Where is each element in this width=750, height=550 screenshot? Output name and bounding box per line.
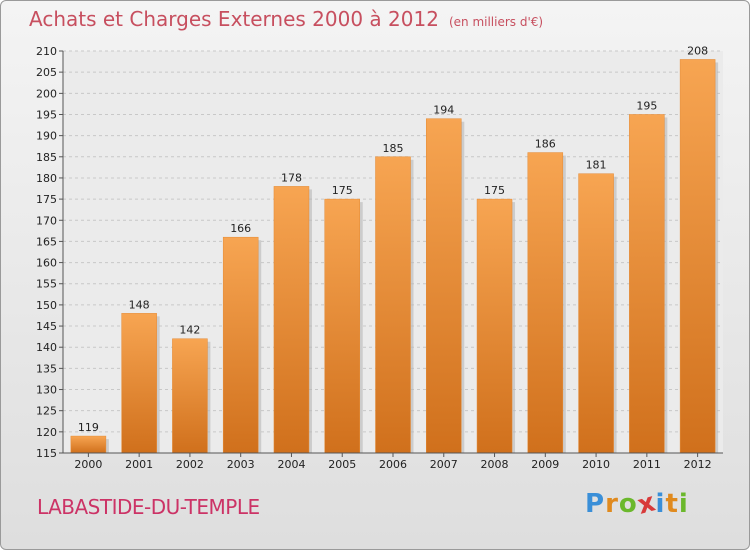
x-axis: 2000 2001 2002 2003 2004 2005 2006 2007 2008 2009… bbox=[63, 452, 723, 471]
bar bbox=[629, 114, 665, 454]
bar bbox=[273, 186, 310, 454]
x-tick-label: 2002 bbox=[176, 458, 204, 471]
bar-value-label: 185 bbox=[383, 142, 404, 155]
bar-value-label: 178 bbox=[281, 171, 302, 184]
y-tick-label: 190 bbox=[36, 130, 57, 143]
bar-value-label: 119 bbox=[78, 421, 99, 434]
x-tick-label: 2012 bbox=[684, 458, 712, 471]
bar-value-label: 181 bbox=[586, 159, 607, 172]
chart-title: Achats et Charges Externes 2000 à 2012 (e… bbox=[29, 7, 543, 31]
y-tick-label: 185 bbox=[36, 151, 57, 164]
x-tick-label: 2006 bbox=[379, 458, 407, 471]
bar-value-label: 148 bbox=[129, 298, 150, 311]
bar bbox=[121, 313, 157, 454]
bar-value-label: 208 bbox=[687, 44, 708, 57]
logo-letter: P bbox=[585, 489, 606, 519]
y-axis: 115 120 125 130 135 140 145 150 155 160 165 170 175 1… bbox=[36, 45, 64, 460]
y-tick-label: 170 bbox=[36, 214, 57, 227]
bar bbox=[222, 236, 259, 454]
y-tick-label: 160 bbox=[36, 257, 57, 270]
y-tick-label: 150 bbox=[36, 299, 57, 312]
bars: 119 148 142 166 178 175 185 194 175 186 181 195 208 bbox=[70, 44, 719, 454]
x-tick-label: 2004 bbox=[277, 458, 305, 471]
x-tick-label: 2011 bbox=[633, 458, 661, 471]
bar bbox=[172, 338, 208, 454]
x-tick-label: 2005 bbox=[328, 458, 356, 471]
bar bbox=[70, 435, 107, 454]
logo-letter: r bbox=[605, 489, 619, 519]
y-tick-label: 140 bbox=[36, 341, 57, 354]
bar-value-label: 175 bbox=[484, 184, 505, 197]
bar bbox=[324, 198, 360, 454]
bar-value-label: 186 bbox=[535, 138, 556, 151]
y-tick-label: 130 bbox=[36, 384, 57, 397]
y-tick-label: 125 bbox=[36, 405, 57, 418]
x-tick-label: 2007 bbox=[430, 458, 458, 471]
bar bbox=[426, 118, 462, 454]
chart-title-text: Achats et Charges Externes 2000 à 2012 bbox=[29, 7, 439, 31]
bar bbox=[476, 198, 513, 454]
y-tick-label: 175 bbox=[36, 193, 57, 206]
y-tick-label: 205 bbox=[36, 66, 57, 79]
y-tick-label: 210 bbox=[36, 45, 57, 58]
x-tick-label: 2008 bbox=[481, 458, 509, 471]
logo-letter: t bbox=[665, 489, 679, 519]
bar-value-label: 195 bbox=[636, 99, 657, 112]
logo-letter: i bbox=[678, 489, 689, 519]
bar-value-label: 175 bbox=[332, 184, 353, 197]
x-tick-label: 2001 bbox=[125, 458, 153, 471]
bar-value-label: 194 bbox=[433, 104, 454, 117]
y-tick-label: 120 bbox=[36, 426, 57, 439]
town-name: LABASTIDE-DU-TEMPLE bbox=[37, 495, 260, 519]
y-tick-label: 195 bbox=[36, 108, 57, 121]
bar bbox=[578, 173, 614, 454]
y-tick-label: 155 bbox=[36, 278, 57, 291]
bar bbox=[375, 156, 411, 454]
logo-letter: i bbox=[655, 489, 666, 519]
bar-value-label: 142 bbox=[179, 324, 200, 337]
bar bbox=[679, 59, 716, 454]
y-tick-label: 145 bbox=[36, 320, 57, 333]
x-tick-label: 2010 bbox=[582, 458, 610, 471]
bar bbox=[527, 152, 564, 454]
proxiti-logo[interactable]: Proxiti bbox=[585, 487, 689, 521]
x-tick-label: 2009 bbox=[531, 458, 559, 471]
logo-letter: o bbox=[618, 489, 638, 519]
y-tick-label: 115 bbox=[36, 447, 57, 460]
y-tick-label: 135 bbox=[36, 362, 57, 375]
y-tick-label: 165 bbox=[36, 235, 57, 248]
x-tick-label: 2000 bbox=[74, 458, 102, 471]
bar-value-label: 166 bbox=[230, 222, 251, 235]
chart-subtitle: (en milliers d'€) bbox=[448, 15, 544, 29]
x-tick-label: 2003 bbox=[227, 458, 255, 471]
y-tick-label: 200 bbox=[36, 87, 57, 100]
y-tick-label: 180 bbox=[36, 172, 57, 185]
